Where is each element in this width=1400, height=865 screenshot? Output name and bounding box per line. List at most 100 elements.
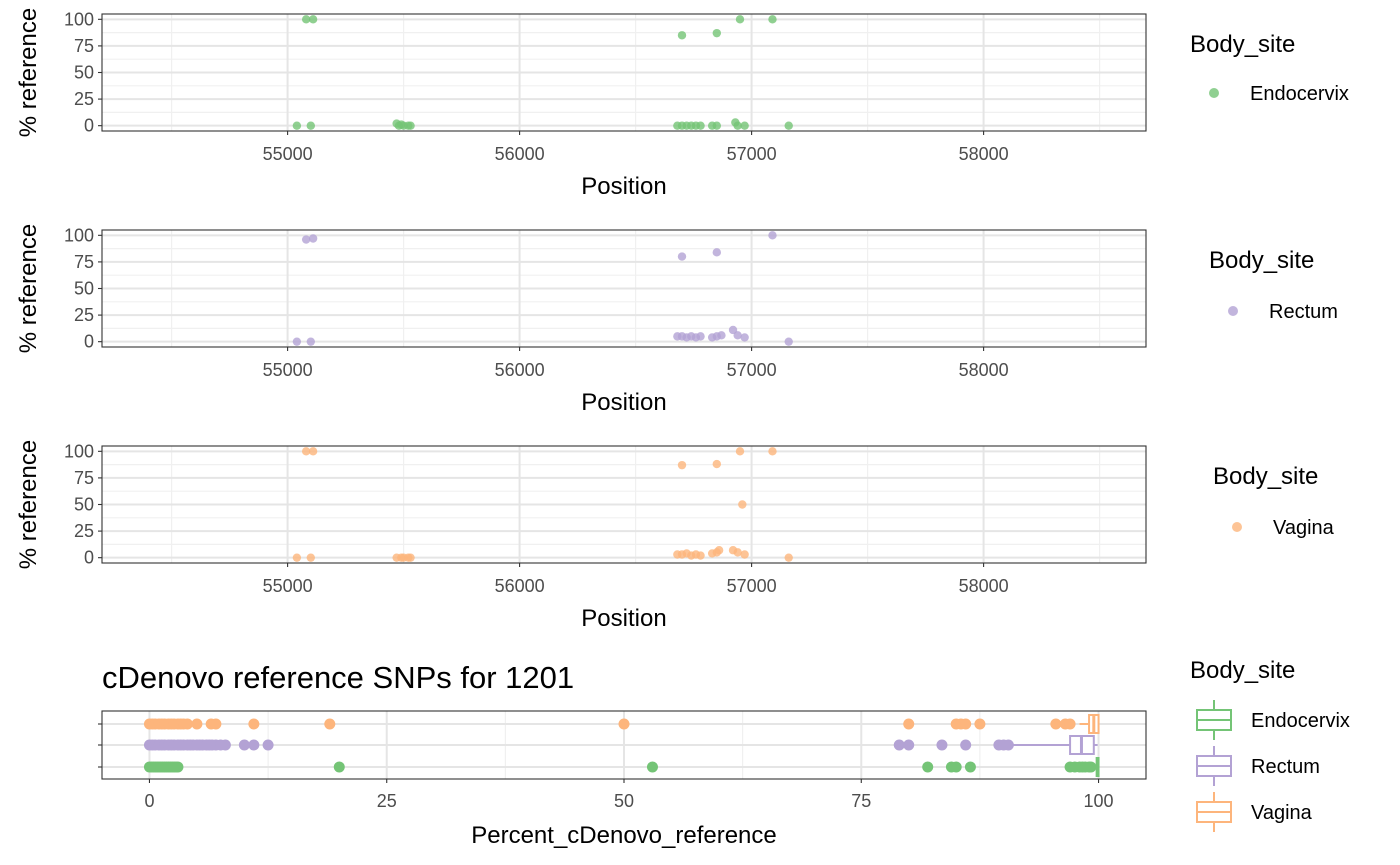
y-tick-label: 100 [64, 441, 94, 461]
data-point [717, 331, 726, 340]
y-tick-label: 0 [84, 548, 94, 568]
outlier-point [893, 739, 905, 751]
outlier-point [191, 718, 203, 730]
legend-key-endocervix [1209, 88, 1219, 98]
outlier-point [181, 718, 193, 730]
data-point [733, 548, 742, 557]
y-tick-label: 50 [74, 495, 94, 515]
data-point [308, 15, 318, 24]
legend-key-vagina [1232, 522, 1242, 532]
outlier-point [219, 739, 231, 751]
x-tick-label: 55000 [263, 360, 313, 380]
legend-title: Body_site [1190, 657, 1295, 684]
outlier-point [324, 718, 336, 730]
data-point [292, 337, 302, 346]
data-point [712, 28, 721, 38]
data-point [696, 121, 705, 130]
data-point [306, 121, 315, 130]
data-point [712, 459, 721, 469]
data-point [677, 252, 687, 261]
data-point [738, 500, 747, 509]
outlier-point [238, 739, 250, 751]
outlier-point [262, 739, 274, 751]
data-point [306, 337, 315, 346]
x-tick-label: 58000 [959, 360, 1009, 380]
data-point [733, 121, 742, 130]
outlier-point [960, 739, 972, 751]
y-axis-title: % reference [15, 440, 42, 569]
y-tick-label: 0 [84, 116, 94, 136]
data-point [292, 553, 302, 562]
x-axis-title: Percent_cDenovo_reference [471, 822, 777, 849]
legend-key-rectum [1228, 306, 1238, 316]
legend: Body_site Vagina [1213, 463, 1335, 539]
legend-label-endocervix: Endocervix [1251, 710, 1350, 732]
outlier-point [1064, 718, 1076, 730]
data-point [308, 234, 318, 243]
y-tick-label: 100 [64, 9, 94, 29]
x-axis-title: Position [581, 389, 666, 416]
outlier-point [903, 718, 915, 730]
data-point [784, 121, 793, 130]
y-tick-label: 25 [74, 89, 94, 109]
panel-rectum: 0 25 50 75 100 55000 56000 57000 58000 Position… [15, 224, 1338, 416]
y-tick-label: 25 [74, 305, 94, 325]
y-tick-label: 50 [74, 279, 94, 299]
x-tick-labels: 0 25 50 75 100 [144, 779, 1114, 811]
panel-points [292, 231, 793, 346]
data-point [696, 332, 705, 341]
y-tick-marks [98, 723, 102, 768]
legend-keys [1196, 700, 1232, 832]
outlier-point [903, 739, 915, 751]
x-tick-labels: 55000 56000 57000 58000 [263, 347, 1009, 380]
panel-grid [102, 446, 1146, 563]
y-tick-label: 100 [64, 225, 94, 245]
outlier-point [936, 739, 948, 751]
outlier-point [172, 761, 184, 773]
data-point [677, 460, 687, 470]
outlier-point [646, 761, 658, 773]
x-tick-labels: 55000 56000 57000 58000 [263, 131, 1009, 164]
panel-grid [102, 14, 1146, 131]
data-point [768, 447, 777, 456]
outlier-point [974, 718, 986, 730]
data-point [308, 447, 318, 456]
data-point [784, 337, 793, 346]
y-tick-label: 0 [84, 332, 94, 352]
x-tick-label: 58000 [959, 576, 1009, 596]
x-tick-label: 25 [377, 791, 397, 811]
legend-title: Body_site [1209, 247, 1314, 274]
outlier-point [210, 718, 222, 730]
y-tick-labels: 0 25 50 75 100 [64, 225, 102, 352]
x-axis-title: Position [581, 605, 666, 632]
panel-points [292, 15, 793, 130]
x-tick-label: 55000 [263, 576, 313, 596]
panel-boxes [143, 714, 1100, 777]
x-tick-label: 50 [614, 791, 634, 811]
x-tick-label: 55000 [263, 144, 313, 164]
data-point [292, 121, 302, 130]
legend: Body_site Endocervix Rectum Vagina [1190, 657, 1350, 832]
y-axis-title: % reference [15, 224, 42, 353]
legend-label-endocervix: Endocervix [1250, 83, 1349, 105]
outlier-point [950, 761, 962, 773]
data-point [733, 331, 742, 340]
data-point [740, 121, 749, 130]
data-point [696, 551, 705, 560]
data-point [301, 447, 311, 456]
y-tick-labels: 0 25 50 75 100 [64, 441, 102, 568]
data-point [301, 15, 311, 24]
legend-label-vagina: Vagina [1251, 802, 1313, 824]
x-tick-labels: 55000 56000 57000 58000 [263, 563, 1009, 596]
x-tick-label: 57000 [727, 360, 777, 380]
y-tick-labels: 0 25 50 75 100 [64, 9, 102, 136]
panel-endocervix: 0 25 50 75 100 55000 56000 57000 58000 Position… [15, 8, 1349, 200]
data-point [735, 447, 745, 456]
data-point [768, 231, 777, 240]
x-tick-label: 57000 [727, 144, 777, 164]
y-tick-label: 25 [74, 521, 94, 541]
data-point [306, 553, 315, 562]
outlier-point [1085, 761, 1097, 773]
x-tick-label: 56000 [495, 576, 545, 596]
x-tick-label: 0 [144, 791, 154, 811]
